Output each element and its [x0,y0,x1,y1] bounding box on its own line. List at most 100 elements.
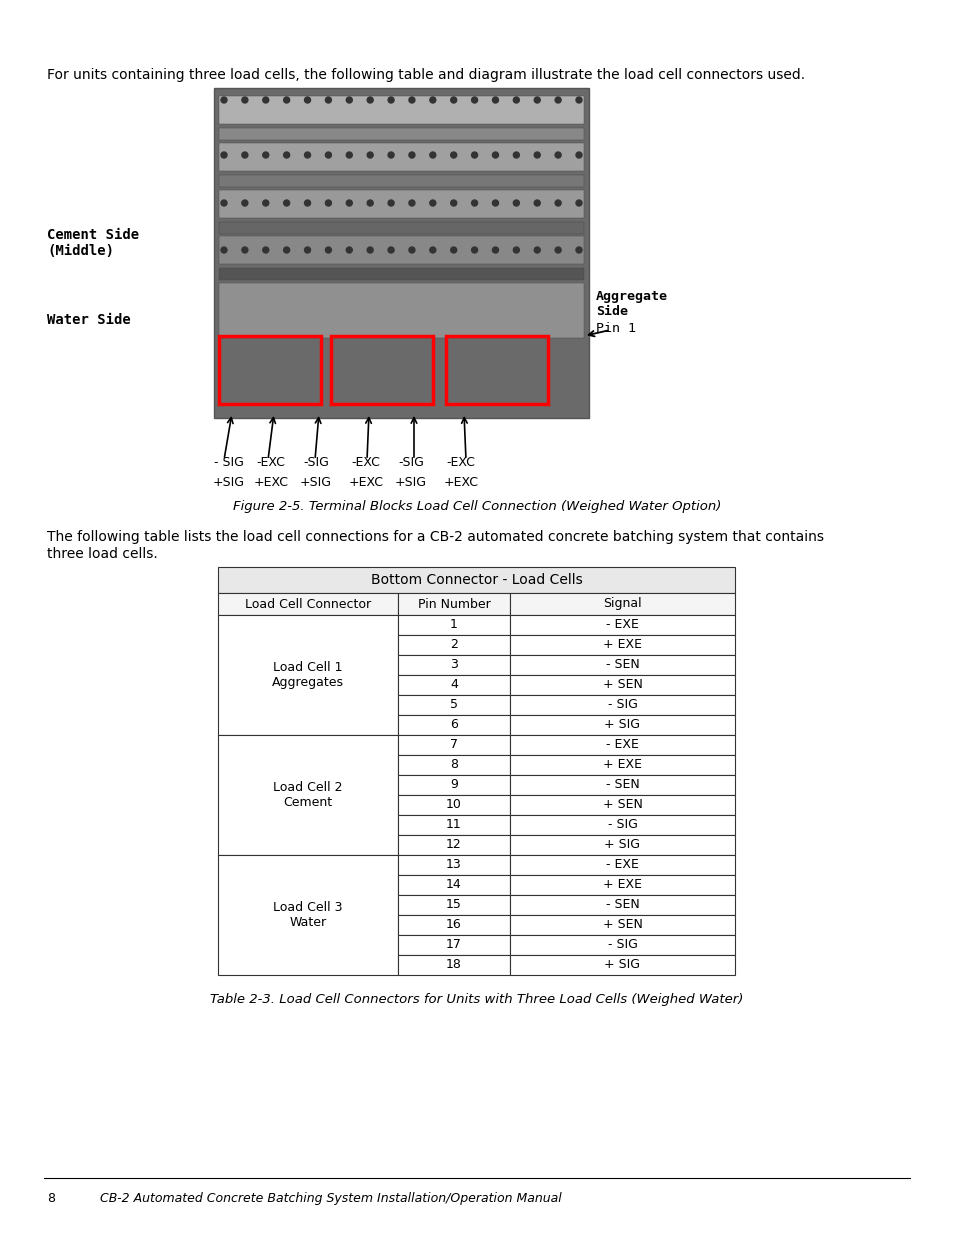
Bar [331,336,433,404]
Bar [219,336,320,404]
Text: +SIG: +SIG [395,475,427,489]
Text: 15: 15 [446,899,461,911]
Text: Cement Side: Cement Side [47,228,139,242]
Bar [397,776,510,795]
Circle shape [471,98,477,103]
Circle shape [367,98,373,103]
Circle shape [262,152,269,158]
Text: -EXC: -EXC [352,456,380,469]
Circle shape [388,247,394,253]
Bar [510,615,734,635]
Text: -SIG: -SIG [303,456,329,469]
Bar [446,336,547,404]
Bar [510,735,734,755]
Bar [510,795,734,815]
Text: + EXE: + EXE [602,638,641,652]
Bar [218,615,397,735]
Text: + SIG: + SIG [604,958,639,972]
Text: +EXC: +EXC [443,475,478,489]
Text: - SEN: - SEN [605,658,639,672]
Circle shape [534,200,539,206]
Circle shape [430,98,436,103]
Text: - SIG: - SIG [607,939,637,951]
Circle shape [304,152,311,158]
Text: + SEN: + SEN [602,919,641,931]
Text: +EXC: +EXC [253,475,288,489]
Circle shape [534,152,539,158]
Circle shape [346,200,352,206]
Bar [219,175,583,186]
Bar [510,835,734,855]
Circle shape [513,200,518,206]
Bar [397,815,510,835]
Bar [510,676,734,695]
Text: 16: 16 [446,919,461,931]
Bar [213,88,588,417]
Circle shape [471,200,477,206]
Text: Pin 1: Pin 1 [596,322,636,335]
Circle shape [388,152,394,158]
Text: - SEN: - SEN [605,778,639,792]
Text: 17: 17 [446,939,461,951]
Circle shape [242,152,248,158]
Text: Bottom Connector - Load Cells: Bottom Connector - Load Cells [370,573,581,587]
Bar [510,955,734,974]
Text: - SEN: - SEN [605,899,639,911]
Text: For units containing three load cells, the following table and diagram illustrat: For units containing three load cells, t… [47,68,804,82]
Circle shape [492,152,498,158]
Text: three load cells.: three load cells. [47,547,157,561]
Circle shape [450,200,456,206]
Bar [397,635,510,655]
Circle shape [555,98,560,103]
Text: 8: 8 [450,758,457,772]
Bar [218,735,397,855]
Circle shape [221,98,227,103]
Bar [397,676,510,695]
Bar [218,567,734,593]
Text: (Middle): (Middle) [47,245,113,258]
Circle shape [242,200,248,206]
Circle shape [409,98,415,103]
Circle shape [346,152,352,158]
Bar [397,915,510,935]
Text: +SIG: +SIG [299,475,332,489]
Circle shape [388,98,394,103]
Text: 14: 14 [446,878,461,892]
Text: 2: 2 [450,638,457,652]
Text: +EXC: +EXC [348,475,383,489]
Bar [510,935,734,955]
Text: 18: 18 [446,958,461,972]
Text: +SIG: +SIG [213,475,245,489]
Text: - EXE: - EXE [605,619,639,631]
Circle shape [242,98,248,103]
Circle shape [388,200,394,206]
Bar [510,695,734,715]
Text: 10: 10 [446,799,461,811]
Text: + SEN: + SEN [602,678,641,692]
Text: 12: 12 [446,839,461,851]
Circle shape [325,98,331,103]
Text: 1: 1 [450,619,457,631]
Circle shape [367,247,373,253]
Text: Pin Number: Pin Number [417,598,490,610]
Circle shape [325,200,331,206]
Circle shape [262,247,269,253]
Circle shape [262,98,269,103]
Circle shape [450,98,456,103]
Text: -SIG: -SIG [397,456,423,469]
Circle shape [221,152,227,158]
Text: - SIG: - SIG [607,699,637,711]
Text: 13: 13 [446,858,461,872]
Circle shape [283,200,290,206]
Bar [397,715,510,735]
Circle shape [242,247,248,253]
Text: Load Cell 1
Aggregates: Load Cell 1 Aggregates [272,661,344,689]
Circle shape [262,200,269,206]
Bar [510,855,734,876]
Bar [397,655,510,676]
Circle shape [304,98,311,103]
Circle shape [450,152,456,158]
Circle shape [513,152,518,158]
Circle shape [430,152,436,158]
Circle shape [555,152,560,158]
